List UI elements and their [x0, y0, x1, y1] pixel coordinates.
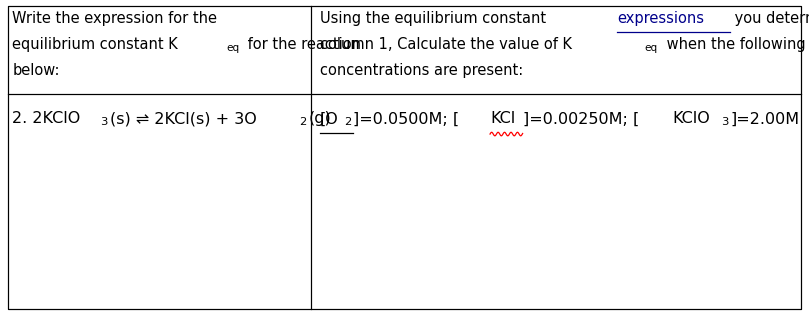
Text: (g): (g)	[308, 111, 331, 126]
Text: you determined in: you determined in	[730, 11, 809, 26]
Text: ]=0.0500M; [: ]=0.0500M; [	[353, 111, 460, 126]
Text: KClO: KClO	[672, 111, 710, 126]
Text: for the reaction: for the reaction	[243, 37, 361, 52]
FancyBboxPatch shape	[8, 6, 801, 309]
Text: equilibrium constant K: equilibrium constant K	[12, 37, 178, 52]
Text: eq: eq	[226, 43, 239, 53]
Text: concentrations are present:: concentrations are present:	[320, 63, 523, 78]
Text: ]=0.00250M; [: ]=0.00250M; [	[523, 111, 639, 126]
Text: 2. 2KClO: 2. 2KClO	[12, 111, 80, 126]
Text: column 1, Calculate the value of K: column 1, Calculate the value of K	[320, 37, 571, 52]
Text: 2: 2	[344, 117, 351, 127]
Text: 3: 3	[722, 117, 729, 127]
Text: Write the expression for the: Write the expression for the	[12, 11, 217, 26]
Text: KCl: KCl	[490, 111, 515, 126]
Text: Using the equilibrium constant: Using the equilibrium constant	[320, 11, 550, 26]
Text: 3: 3	[100, 117, 108, 127]
Text: [O: [O	[320, 111, 338, 126]
Text: 2: 2	[299, 117, 307, 127]
Text: (s) ⇌ 2KCl(s) + 3O: (s) ⇌ 2KCl(s) + 3O	[110, 111, 256, 126]
Text: expressions: expressions	[617, 11, 705, 26]
Text: eq: eq	[645, 43, 658, 53]
Text: ]=2.00M: ]=2.00M	[731, 111, 800, 126]
Text: below:: below:	[12, 63, 60, 78]
Text: when the following: when the following	[662, 37, 806, 52]
